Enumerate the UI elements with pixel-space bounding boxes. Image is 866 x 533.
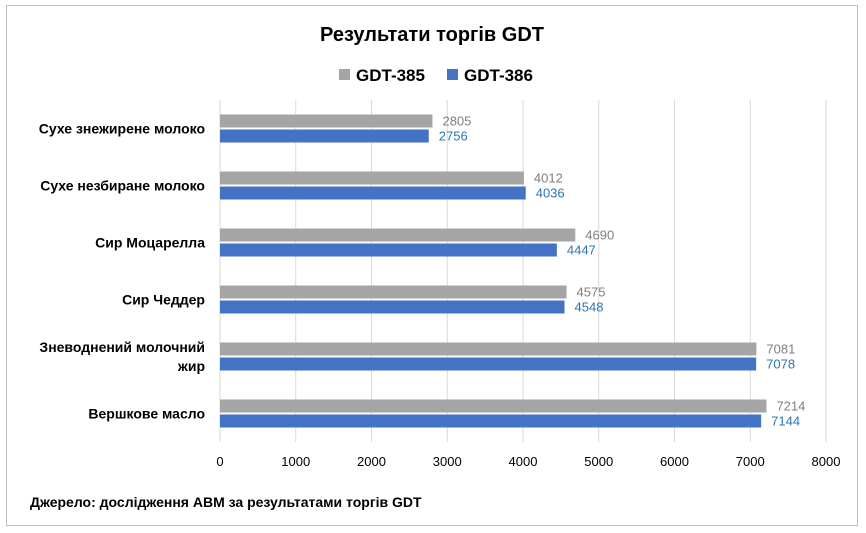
bar-gdt-386-0 (220, 129, 429, 143)
value-label-gdt-386-5: 7144 (771, 414, 800, 429)
legend-swatch-gdt-386 (447, 69, 458, 80)
bar-gdt-385-1 (220, 171, 524, 185)
category-label-2: Сир Моцарелла (95, 235, 205, 251)
category-label-0: Сухе знежирене молоко (39, 121, 205, 137)
source-note: Джерело: дослідження АВМ за результатами… (30, 494, 422, 510)
bar-gdt-385-4 (220, 342, 757, 356)
category-label-5: Вершкове масло (88, 406, 205, 422)
legend: GDT-385 GDT-386 (339, 66, 533, 85)
bar-gdt-386-3 (220, 300, 565, 314)
value-label-gdt-385-1: 4012 (534, 171, 563, 186)
chart-title: Результати торгів GDT (320, 24, 544, 46)
legend-label-gdt-386: GDT-386 (464, 66, 533, 85)
value-label-gdt-385-5: 7214 (776, 399, 805, 414)
legend-label-gdt-385: GDT-385 (356, 66, 425, 85)
gridlines (219, 100, 827, 442)
x-tick-label-4: 4000 (509, 454, 538, 469)
x-axis-ticks: 0 1000 2000 3000 4000 5000 6000 7000 8000 (216, 454, 840, 469)
bar-gdt-385-2 (220, 228, 576, 242)
x-tick-label-7: 7000 (736, 454, 765, 469)
bar-gdt-386-4 (220, 357, 757, 371)
x-tick-label-8: 8000 (812, 454, 841, 469)
x-tick-label-6: 6000 (660, 454, 689, 469)
x-tick-label-2: 2000 (357, 454, 386, 469)
category-labels: Сухе знежирене молоко Сухе незбиране моло… (39, 121, 205, 422)
category-label-1: Сухе незбиране молоко (40, 178, 205, 194)
value-label-gdt-385-2: 4690 (585, 228, 614, 243)
value-label-gdt-386-0: 2756 (439, 129, 468, 144)
value-label-gdt-386-3: 4548 (575, 300, 604, 315)
bars (220, 114, 767, 428)
bar-gdt-385-0 (220, 114, 433, 128)
value-label-gdt-386-1: 4036 (536, 186, 565, 201)
legend-swatch-gdt-385 (339, 69, 350, 80)
value-label-gdt-386-4: 7078 (766, 357, 795, 372)
x-tick-label-3: 3000 (433, 454, 462, 469)
value-label-gdt-386-2: 4447 (567, 243, 596, 258)
category-label-3: Сир Чеддер (122, 292, 205, 308)
bar-gdt-386-1 (220, 186, 526, 200)
category-label-4: Зневоднений молочний жир (39, 339, 205, 374)
value-label-gdt-385-4: 7081 (766, 342, 795, 357)
bar-gdt-385-3 (220, 285, 567, 299)
bar-gdt-386-2 (220, 243, 557, 257)
bar-gdt-386-5 (220, 414, 762, 428)
x-tick-label-5: 5000 (584, 454, 613, 469)
bar-gdt-385-5 (220, 399, 767, 413)
value-label-gdt-385-3: 4575 (577, 285, 606, 300)
chart-frame (6, 5, 858, 526)
x-tick-label-0: 0 (216, 454, 223, 469)
x-tick-label-1: 1000 (281, 454, 310, 469)
value-label-gdt-385-0: 2805 (442, 114, 471, 129)
